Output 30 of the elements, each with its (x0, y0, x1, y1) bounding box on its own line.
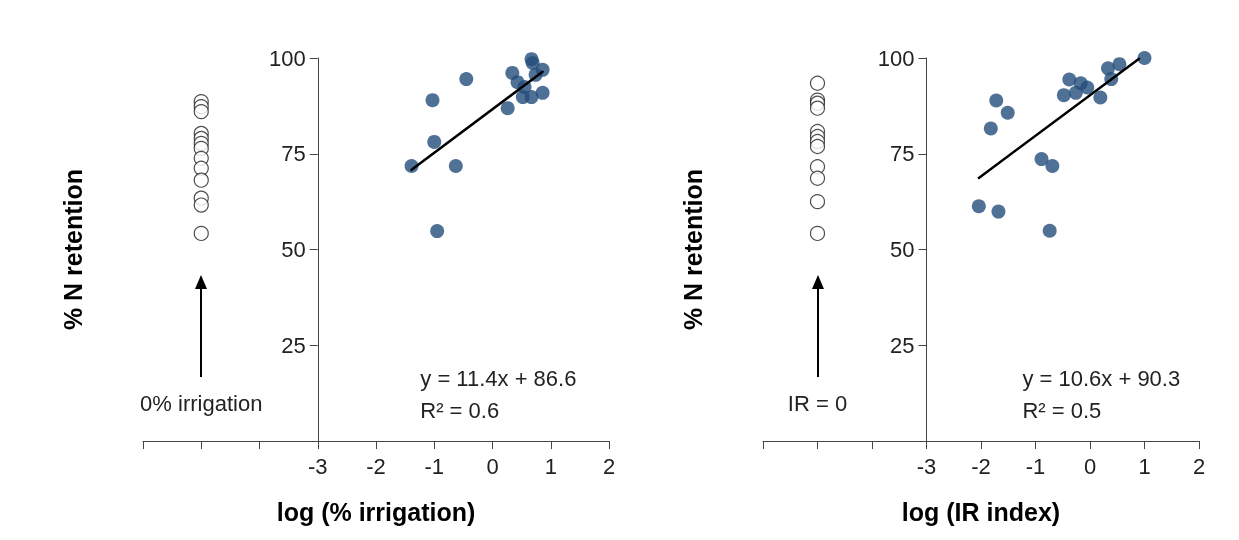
x-axis-title: log (IR index) (901, 497, 1061, 526)
x-tick-label: -1 (424, 453, 445, 479)
x-tick-label: 2 (1192, 453, 1206, 479)
annotation: y = 10.6x + 90.3 (1022, 365, 1181, 391)
x-tick-label: 2 (602, 453, 616, 479)
y-tick-label: 100 (877, 45, 915, 71)
x-tick-label: -2 (971, 453, 991, 479)
x-tick-label: -2 (366, 453, 386, 479)
y-axis-title: % N retention (58, 168, 87, 331)
annotation: IR = 0 (787, 390, 848, 416)
y-tick-label: 25 (281, 332, 306, 358)
x-tick-label: 0 (1083, 453, 1097, 479)
y-tick-label: 75 (281, 141, 306, 167)
annotation: R² = 0.5 (1022, 397, 1102, 423)
y-tick-label: 50 (890, 237, 915, 262)
x-axis-title: log (% irrigation) (276, 497, 476, 526)
y-axis-title: % N retention (678, 168, 707, 331)
annotation: R² = 0.6 (420, 397, 500, 423)
annotation: 0% irrigation (140, 390, 263, 416)
x-tick-label: -1 (1025, 453, 1046, 479)
x-tick-label: -3 (916, 453, 937, 479)
y-tick-label: 25 (890, 332, 915, 358)
x-tick-label: 1 (1138, 453, 1151, 479)
x-tick-label: 1 (544, 453, 557, 479)
y-tick-label: 50 (281, 237, 306, 262)
x-tick-label: -3 (307, 453, 328, 479)
annotation: y = 11.4x + 86.6 (420, 365, 577, 391)
y-tick-label: 75 (890, 141, 915, 167)
y-tick-label: 100 (269, 45, 306, 71)
x-tick-label: 0 (486, 453, 499, 479)
